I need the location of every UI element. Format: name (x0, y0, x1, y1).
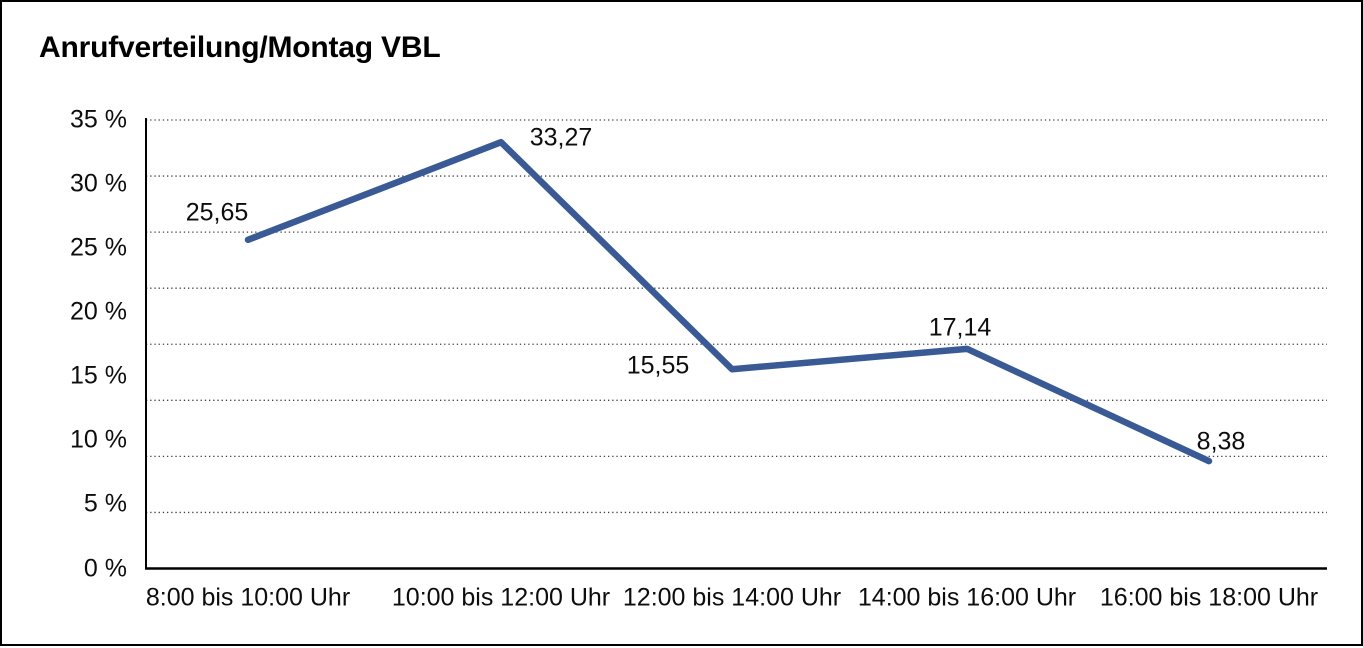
chart-title: Anrufverteilung/Montag VBL (39, 31, 441, 64)
series-line (244, 138, 1213, 465)
